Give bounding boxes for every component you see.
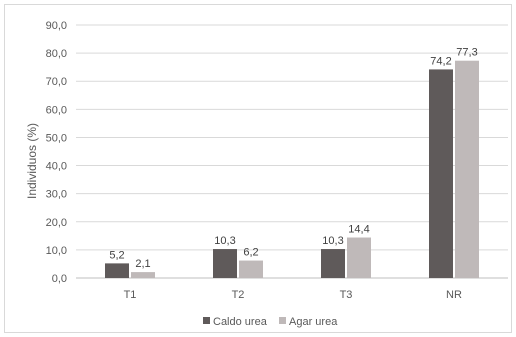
bar-t1-caldo-urea xyxy=(105,263,129,278)
bar-t2-caldo-urea xyxy=(213,249,237,278)
y-tick-label: 50,0 xyxy=(46,132,67,144)
x-tick-label: T2 xyxy=(232,289,245,301)
y-axis-ticks: 0,0 10,0 20,0 30,0 40,0 50,0 60,0 70,0 80,0 90,0 xyxy=(46,20,67,285)
x-tick-label: T1 xyxy=(124,289,137,301)
data-label: 5,2 xyxy=(109,249,124,261)
bar-t3-agar-urea xyxy=(347,237,371,278)
bars xyxy=(105,60,479,278)
legend: Caldo urea Agar urea xyxy=(203,316,338,328)
legend-swatch xyxy=(279,317,286,324)
bar-nr-agar-urea xyxy=(455,60,479,278)
bar-t3-caldo-urea xyxy=(321,249,345,278)
y-tick-label: 20,0 xyxy=(46,217,67,229)
y-tick-label: 10,0 xyxy=(46,245,67,257)
x-tick-label: T3 xyxy=(340,289,353,301)
y-tick-label: 90,0 xyxy=(46,20,67,32)
bar-t1-agar-urea xyxy=(131,272,155,278)
x-tick-label: NR xyxy=(446,289,462,301)
y-tick-label: 80,0 xyxy=(46,48,67,60)
data-label: 2,1 xyxy=(135,258,150,270)
bar-t2-agar-urea xyxy=(239,260,263,278)
data-label: 10,3 xyxy=(322,235,343,247)
legend-swatch xyxy=(203,317,210,324)
data-label: 14,4 xyxy=(348,224,369,236)
y-axis-label: Individuos (%) xyxy=(25,123,39,199)
y-tick-label: 70,0 xyxy=(46,76,67,88)
y-tick-label: 60,0 xyxy=(46,104,67,116)
legend-label: Agar urea xyxy=(289,316,338,328)
y-tick-label: 0,0 xyxy=(52,273,67,285)
data-labels: 5,2 2,1 10,3 6,2 10,3 14,4 74,2 77,3 xyxy=(109,47,477,270)
data-label: 77,3 xyxy=(456,47,477,59)
x-axis-ticks: T1 T2 T3 NR xyxy=(124,289,462,301)
data-label: 10,3 xyxy=(214,235,235,247)
bar-nr-caldo-urea xyxy=(429,69,453,278)
data-label: 74,2 xyxy=(430,55,451,67)
y-tick-label: 40,0 xyxy=(46,161,67,173)
legend-label: Caldo urea xyxy=(213,316,268,328)
y-tick-label: 30,0 xyxy=(46,189,67,201)
data-label: 6,2 xyxy=(243,247,258,259)
